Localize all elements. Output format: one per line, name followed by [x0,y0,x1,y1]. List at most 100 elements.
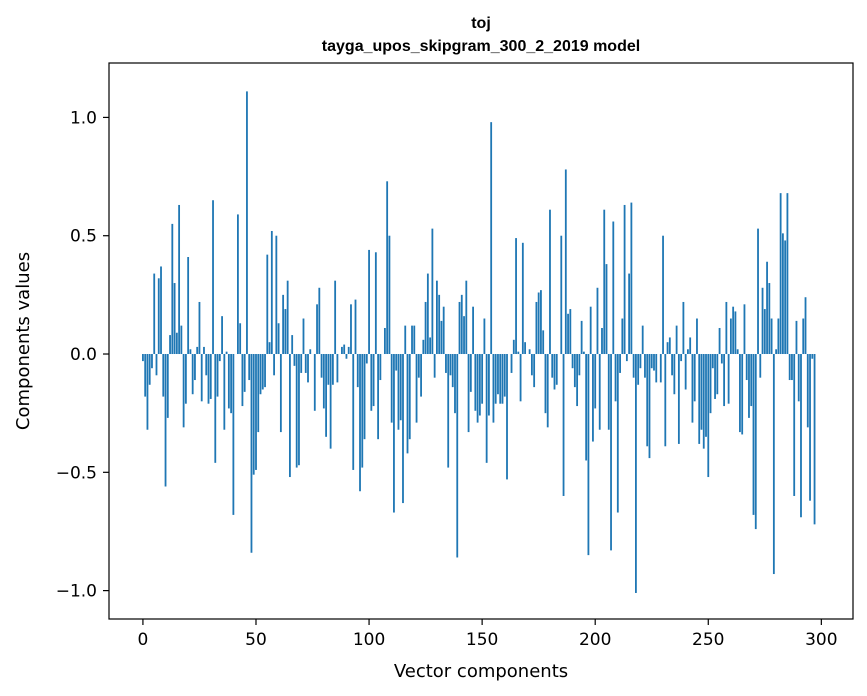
bar-255 [718,327,721,355]
bar-128 [431,228,434,355]
bar-265 [741,354,744,435]
bar-230 [662,235,664,355]
bar-280 [775,349,778,355]
bar-138 [454,354,456,414]
bar-120 [413,325,416,355]
bar-234 [671,354,673,376]
bar-131 [438,294,441,355]
x-tick-label-200: 200 [579,630,611,650]
bar-30 [209,354,212,399]
bar-212 [621,318,624,355]
bar-152 [485,354,488,463]
bar-290 [797,354,800,402]
bar-17 [180,325,183,355]
bar-173 [533,354,536,388]
bar-166 [517,351,520,355]
bar-115 [402,354,404,504]
bar-187 [564,169,567,355]
bar-90 [345,354,348,359]
bar-55 [266,254,269,355]
bar-148 [476,354,479,423]
bar-249 [705,354,707,437]
bar-61 [279,354,282,433]
plot-frame [108,62,854,620]
bar-80 [322,354,325,409]
bar-274 [761,287,764,355]
bar-27 [203,346,205,355]
bar-24 [196,346,199,355]
bar-256 [720,354,723,364]
bar-270 [752,354,755,515]
bar-49 [252,354,255,475]
bar-276 [766,261,768,355]
bar-282 [779,193,782,355]
bar-240 [684,354,687,390]
bar-262 [734,311,737,355]
bar-39 [230,354,233,414]
bar-54 [264,354,266,388]
bar-102 [372,354,375,407]
bar-258 [725,301,728,355]
bar-28 [205,354,208,376]
bar-179 [546,354,549,428]
bar-266 [743,304,746,355]
bar-77 [316,304,318,355]
bar-279 [772,354,775,575]
bar-6 [155,354,158,376]
bar-29 [207,354,210,404]
bar-156 [494,354,497,404]
bar-193 [578,354,581,376]
bar-243 [691,354,694,423]
bar-133 [442,306,445,355]
bar-82 [327,354,330,385]
bar-4 [151,354,153,369]
bar-143 [465,280,468,355]
bar-136 [449,354,452,376]
bar-73 [307,354,309,383]
bar-190 [571,354,574,369]
y-axis: −1.0 −0.5 0.0 0.5 1.0 [56,108,109,602]
chart-title: toj [471,15,491,32]
bar-22 [191,354,194,395]
bar-225 [650,354,653,369]
bar-117 [406,354,409,454]
bar-68 [295,354,298,468]
bar-241 [687,349,689,355]
bar-116 [404,325,407,355]
bar-277 [768,283,771,355]
bar-285 [786,193,789,355]
x-axis-label: Vector components [394,661,568,682]
bar-95 [356,354,359,388]
bar-253 [714,354,716,399]
bar-231 [664,354,667,447]
bar-5 [153,273,156,355]
bar-159 [501,354,504,404]
bar-113 [397,354,400,430]
bar-23 [194,354,196,381]
bar-220 [639,354,642,369]
bar-248 [702,354,705,449]
bar-171 [528,349,531,355]
bar-100 [368,249,370,355]
bar-197 [587,354,590,556]
bar-57 [270,230,273,355]
bar-91 [347,346,350,355]
bar-286 [788,354,791,381]
bar-99 [365,354,368,364]
bar-26 [200,354,203,402]
x-tick-label-250: 250 [692,630,724,650]
bar-294 [806,354,809,428]
bar-149 [478,354,481,416]
bar-297 [813,354,816,525]
bar-2 [146,354,149,430]
bar-50 [255,354,257,470]
bar-174 [535,301,538,355]
bar-144 [467,354,470,433]
bar-123 [420,354,422,397]
bar-59 [275,235,278,355]
bar-154 [490,122,493,355]
bar-181 [551,354,554,378]
bar-81 [325,354,327,437]
bar-278 [770,318,773,355]
bar-287 [791,354,793,381]
